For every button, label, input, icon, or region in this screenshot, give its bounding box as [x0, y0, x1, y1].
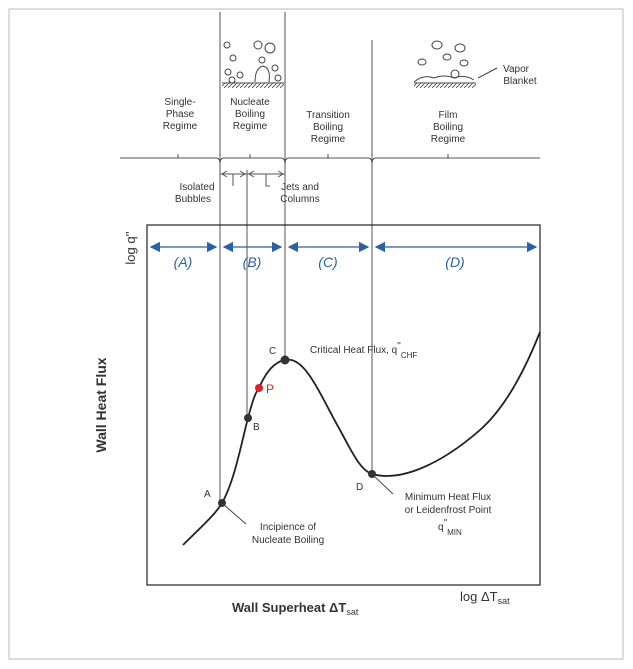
bubble-sketches: [229, 77, 235, 83]
annotation: or Leidenfrost Point: [405, 505, 492, 516]
region-label: (A): [174, 254, 193, 270]
region-label: (D): [445, 254, 464, 270]
regime-label: Nucleate: [230, 97, 270, 108]
regime-label: Transition: [306, 110, 350, 121]
bubble-sketches: [265, 43, 275, 53]
bubble-sketches: [272, 65, 278, 71]
bubble-sketches: [255, 66, 269, 82]
sub-regime-label: Bubbles: [175, 194, 211, 205]
bubble-sketches: [275, 75, 281, 81]
annotation: CHF: [401, 351, 418, 360]
regime-label: Film: [439, 110, 458, 121]
x-axis-title: Wall Superheat ΔT: [232, 600, 346, 615]
curve-point: [244, 414, 252, 422]
vapor-label: Vapor: [503, 64, 530, 75]
point-label: D: [356, 482, 363, 493]
annotation: Minimum Heat Flux or Leidenfrost Point: [405, 492, 492, 516]
regime-label: Regime: [233, 121, 268, 132]
annotation: Incipience of: [260, 522, 316, 533]
bubble-sketches: [414, 83, 476, 88]
regime-label: Regime: [163, 121, 198, 132]
regime-label: Phase: [166, 109, 195, 120]
regime-label: Boiling: [313, 122, 343, 133]
regime-label: Boiling: [235, 109, 265, 120]
leader-line: [223, 476, 393, 524]
point-label: B: [253, 422, 260, 433]
regime-lines: [220, 171, 285, 177]
diagram: VaporBlanket Single-PhaseRegime Nucleate…: [0, 0, 633, 669]
x-axis-label: log ΔTsat: [460, 589, 510, 606]
bubble-sketches: [418, 59, 426, 65]
regime-lines: [178, 154, 448, 158]
bubble-sketches: [414, 76, 474, 82]
annotation: Incipience of Nucleate Boiling: [252, 522, 324, 546]
bubble-sketches: [222, 41, 497, 88]
regime-label: Regime: [431, 134, 466, 145]
curve-point: [218, 356, 376, 508]
x-axis-label: log ΔT: [460, 589, 498, 604]
bubble-sketches: [259, 57, 265, 63]
regime-label: Boiling: [433, 122, 463, 133]
annotation: q"MIN: [438, 518, 462, 537]
bubble-sketches: [254, 41, 262, 49]
leader-line: [223, 504, 246, 524]
annotation: Nucleate Boiling: [252, 535, 324, 546]
vapor-label: Blanket: [503, 76, 537, 87]
bubble-sketches: [455, 44, 465, 52]
region-label: (C): [318, 254, 337, 270]
x-axis-label: sat: [498, 596, 511, 606]
bubble-sketches: [222, 83, 284, 88]
point-label: P: [266, 382, 274, 396]
annotation: Minimum Heat Flux: [405, 492, 491, 503]
frame: [9, 9, 623, 659]
annotation: Critical Heat Flux, q"CHF: [310, 341, 417, 360]
curve-point: [281, 356, 290, 365]
bubble-sketches: [432, 41, 442, 49]
regime-lines: [120, 158, 540, 164]
sub-regime-label: Jets and: [281, 182, 319, 193]
y-axis-title: Wall Heat Flux: [93, 357, 109, 452]
regime-label: Single-: [164, 97, 195, 108]
x-axis-title: sat: [346, 607, 359, 617]
bubble-sketches: [224, 42, 230, 48]
bubble-sketches: [443, 54, 451, 60]
y-axis-label: log q'': [123, 231, 138, 264]
bubble-sketches: [230, 55, 236, 61]
point-label: C: [269, 346, 276, 357]
point-label: A: [204, 489, 211, 500]
curve-point: [255, 384, 263, 392]
x-axis-title: Wall Superheat ΔTsat: [232, 600, 359, 617]
sub-regime-label: Columns: [280, 194, 319, 205]
region-label: (B): [243, 254, 262, 270]
leader-line: [374, 476, 393, 494]
regime-label: Regime: [311, 134, 346, 145]
bubble-sketches: [478, 68, 497, 78]
bubble-sketches: [237, 72, 243, 78]
bubble-sketches: [460, 60, 468, 66]
bubble-sketches: [225, 69, 231, 75]
annotation: Critical Heat Flux, q: [310, 345, 397, 356]
sub-regime-label: Isolated: [179, 182, 214, 193]
annotation: MIN: [447, 528, 462, 537]
plot-box: [147, 225, 540, 585]
